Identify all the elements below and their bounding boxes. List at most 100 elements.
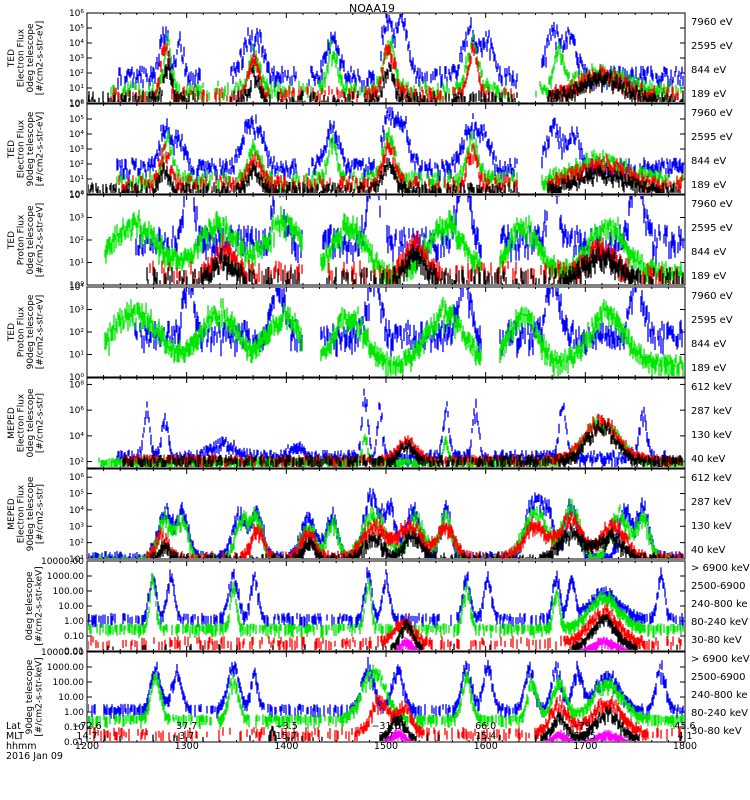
panel-7: 0.01 0.10 1.00 10.00 100.00 1000.00 10000.00 0d… [25,557,750,657]
panel-2: 10⁰ 10¹ 10² 10³ 10⁴ 10⁵ 10⁶ TED Electron Flux 90d… [7,100,733,200]
y-tick-label: 10² [69,69,84,79]
figure-title: NOAA19 [349,2,395,15]
legend-entry: 287 keV [691,497,732,508]
y-tick-label: 10.00 [58,693,84,703]
legend-entry: 844 eV [691,65,726,76]
y-axis-label: 90deg telescope [25,659,35,734]
x-tick-label-hhmm: 1800 [673,741,697,752]
x-tick-label-mlt: 3.7 [378,731,393,742]
legend-entry: 7960 eV [691,17,733,28]
legend-entry: 844 eV [691,339,726,350]
legend-entry: 189 eV [691,89,726,100]
panel-6: 10¹ 10² 10³ 10⁴ 10⁵ 10⁶ MEPED Electron Flux 90de… [7,468,732,565]
legend-entry: 130 keV [691,430,732,441]
series-marks [393,636,634,650]
y-axis-label: TED [7,49,17,68]
y-tick-label: 10² [69,328,84,338]
series-marks [88,573,684,639]
x-tick-label-mlt: 3.7 [179,731,194,742]
x-tick-label-hhmm: 1600 [474,741,498,752]
panel-1: 10⁰ 10¹ 10² 10³ 10⁴ 10⁵ 10⁶ TED Electron Flux 0de… [7,9,733,109]
legend-entry: 240-800 ke [691,690,748,701]
y-axis-label: Electron Flux [17,28,27,87]
x-tick-label-mlt: 15.5 [575,731,596,742]
y-tick-label: 0.01 [64,647,84,657]
x-tick-label-mlt: 4.1 [677,731,692,742]
y-tick-label: 10² [69,236,84,246]
y-tick-label: 10⁰ [69,99,84,109]
legend-entry: 30-80 keV [691,726,742,737]
x-tick-label-lat: −72.6 [72,721,101,732]
legend-entry: 189 eV [691,271,726,282]
series-marks [88,664,684,730]
y-axis-label: 0deg telescope [26,205,36,275]
series-marks [122,419,683,467]
x-tick-label-mlt: 15.4 [475,731,496,742]
y-tick-label: 10⁴ [69,283,84,293]
x-tick-label-hhmm: 1300 [175,741,199,752]
panel-3: 10⁰ 10¹ 10² 10³ 10⁴ TED Proton Flux 0deg telesc… [7,191,733,291]
y-tick-label: 10⁶ [69,473,84,483]
series-marks [88,58,684,102]
legend-entry: 30-80 keV [691,635,742,646]
y-tick-label: 10⁴ [69,191,84,201]
data-layer [88,14,684,102]
y-axis-label: 0deg telescope [26,23,36,93]
y-tick-label: 1000.00 [47,572,84,582]
legend-entry: 844 eV [691,247,726,258]
series-marks [107,614,678,650]
legend-entry: 189 eV [691,363,726,374]
data-layer [98,388,684,467]
y-axis-label: Electron Flux [17,484,27,543]
x-tick-label-hhmm: 1200 [75,741,99,752]
y-tick-label: 10⁰ [69,281,84,291]
y-axis-label: [#/cm2-s-str-eV] [36,203,46,278]
y-tick-label: 10⁴ [69,506,84,516]
y-tick-label: 10³ [69,522,84,532]
date-label: 2016 Jan 09 [6,751,63,762]
series-marks [88,157,681,193]
y-tick-label: 10⁴ [69,130,84,140]
legend-entry: 2595 eV [691,223,733,234]
legend-entry: 80-240 keV [691,617,748,628]
y-tick-label: 10³ [69,145,84,155]
legend-entry: 2500-6900 [691,672,746,683]
x-row-label: MLT [6,731,24,742]
x-tick-label-mlt: 15.7 [276,731,297,742]
data-layer [88,567,684,650]
y-axis-label: [#/cm2-s-str-keV] [35,566,45,645]
data-layer [88,487,684,558]
y-axis-label: [#/cm2-s-str] [36,484,46,544]
y-tick-label: 10¹ [69,259,84,269]
y-tick-label: 10⁶ [69,100,84,110]
y-axis-label: [#/cm2-s-str-eV] [36,112,46,187]
y-tick-label: 10² [69,160,84,170]
y-axis-label: MEPED [7,498,17,530]
legend-entry: 40 keV [691,545,725,556]
y-tick-label: 10¹ [69,555,84,565]
y-tick-label: 100.00 [53,587,85,597]
y-tick-label: 10⁰ [69,190,84,200]
y-axis-label: 0deg telescope [26,388,36,458]
panel-5: 10² 10⁴ 10⁶ 10⁸ MEPED Electron Flux 0deg teles… [7,377,732,469]
y-tick-label: 10⁵ [69,115,84,125]
legend-entry: > 6900 keV [691,654,750,665]
y-axis-label: 90deg telescope [26,111,36,186]
series-marks [104,297,684,376]
y-axis-label: Proton Flux [17,214,27,265]
series-marks [104,706,681,741]
series-marks [146,523,683,558]
y-tick-label: 10000.00 [41,648,84,658]
x-tick-label-lat: 37.7 [176,721,197,732]
data-layer [104,196,684,284]
data-layer [104,288,684,376]
y-tick-label: 10⁴ [69,39,84,49]
y-axis-label: MEPED [7,407,17,439]
series-marks [146,243,684,284]
y-tick-label: 0.10 [64,632,84,642]
legend-entry: > 6900 keV [691,563,750,574]
legend-entry: 844 eV [691,156,726,167]
legend-entry: 7960 eV [691,291,733,302]
